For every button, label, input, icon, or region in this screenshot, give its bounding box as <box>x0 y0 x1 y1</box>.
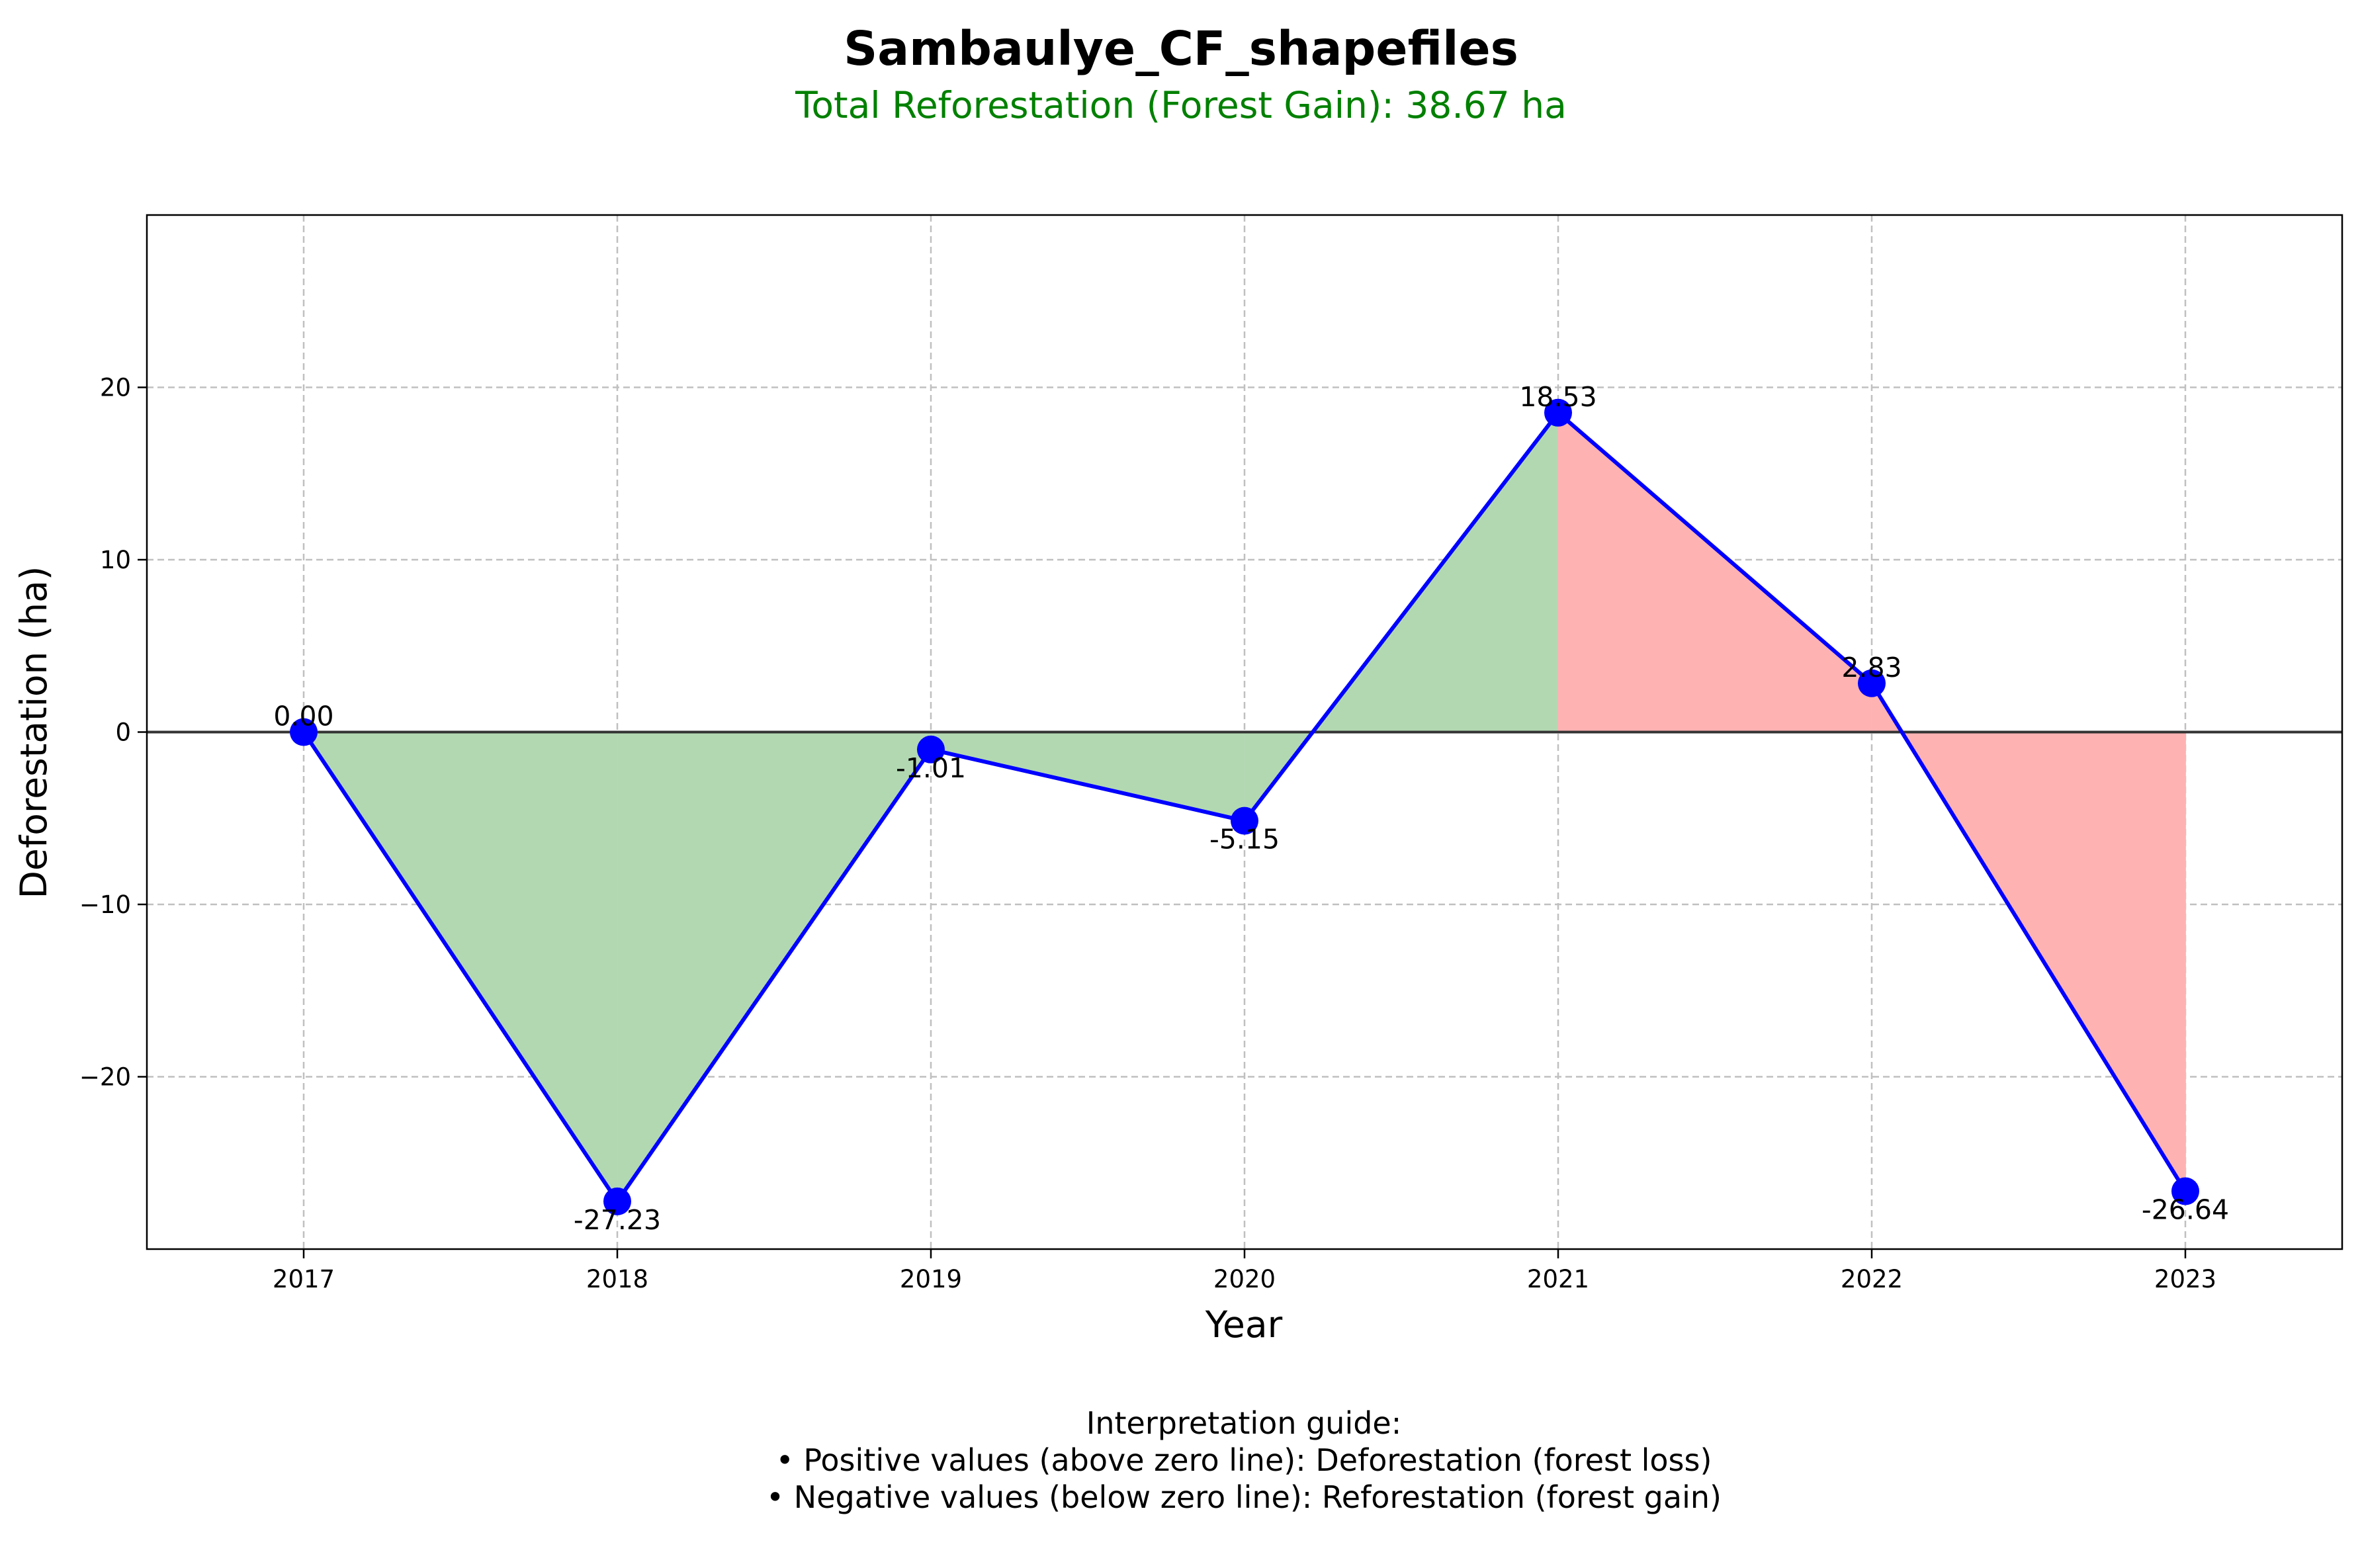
chart-title: Sambaulye_CF_shapefiles <box>844 21 1518 76</box>
chart-subtitle: Total Reforestation (Forest Gain): 38.67… <box>795 84 1567 126</box>
fill-loss <box>1558 412 2185 1192</box>
x-tick-label: 2019 <box>900 1265 962 1293</box>
data-label: -27.23 <box>574 1204 661 1236</box>
y-tick-label: 20 <box>100 374 131 402</box>
x-tick-label: 2022 <box>1841 1265 1903 1293</box>
data-label: 0.00 <box>273 701 333 732</box>
x-tick-label: 2023 <box>2154 1265 2216 1293</box>
x-tick-label: 2021 <box>1527 1265 1589 1293</box>
data-point <box>2171 1177 2199 1205</box>
data-label: -1.01 <box>896 752 966 784</box>
y-ticks: 20 10 0 −10 −20 <box>79 374 147 1092</box>
data-point <box>290 718 318 746</box>
guide-line-positive: • Positive values (above zero line): Def… <box>776 1442 1712 1478</box>
guide-line-negative: • Negative values (below zero line): Ref… <box>766 1479 1722 1515</box>
data-label: -26.64 <box>2142 1194 2229 1225</box>
fill-areas <box>304 412 2186 1201</box>
data-point <box>603 1187 631 1215</box>
x-tick-label: 2020 <box>1213 1265 1276 1293</box>
x-ticks: 2017 2018 2019 2020 2021 2022 2023 <box>273 1249 2216 1293</box>
y-tick-label: −20 <box>79 1063 131 1092</box>
y-tick-label: −10 <box>79 891 131 919</box>
x-tick-label: 2018 <box>586 1265 648 1293</box>
x-axis-label: Year <box>1205 1303 1283 1346</box>
data-point <box>1544 398 1572 427</box>
y-axis-label: Deforestation (ha) <box>13 566 55 899</box>
data-point <box>1231 806 1258 835</box>
x-tick-label: 2017 <box>273 1265 335 1293</box>
data-label: 18.53 <box>1519 381 1597 413</box>
data-point <box>917 735 945 763</box>
y-tick-label: 10 <box>100 546 131 574</box>
data-labels: 0.00 -27.23 -1.01 -5.15 18.53 2.83 -26.64 <box>273 381 2229 1236</box>
y-tick-label: 0 <box>115 719 131 747</box>
data-point <box>1858 669 1886 697</box>
guide-heading: Interpretation guide: <box>1086 1405 1401 1441</box>
markers <box>290 398 2199 1215</box>
data-label: 2.83 <box>1841 652 1902 683</box>
data-label: -5.15 <box>1209 824 1280 855</box>
